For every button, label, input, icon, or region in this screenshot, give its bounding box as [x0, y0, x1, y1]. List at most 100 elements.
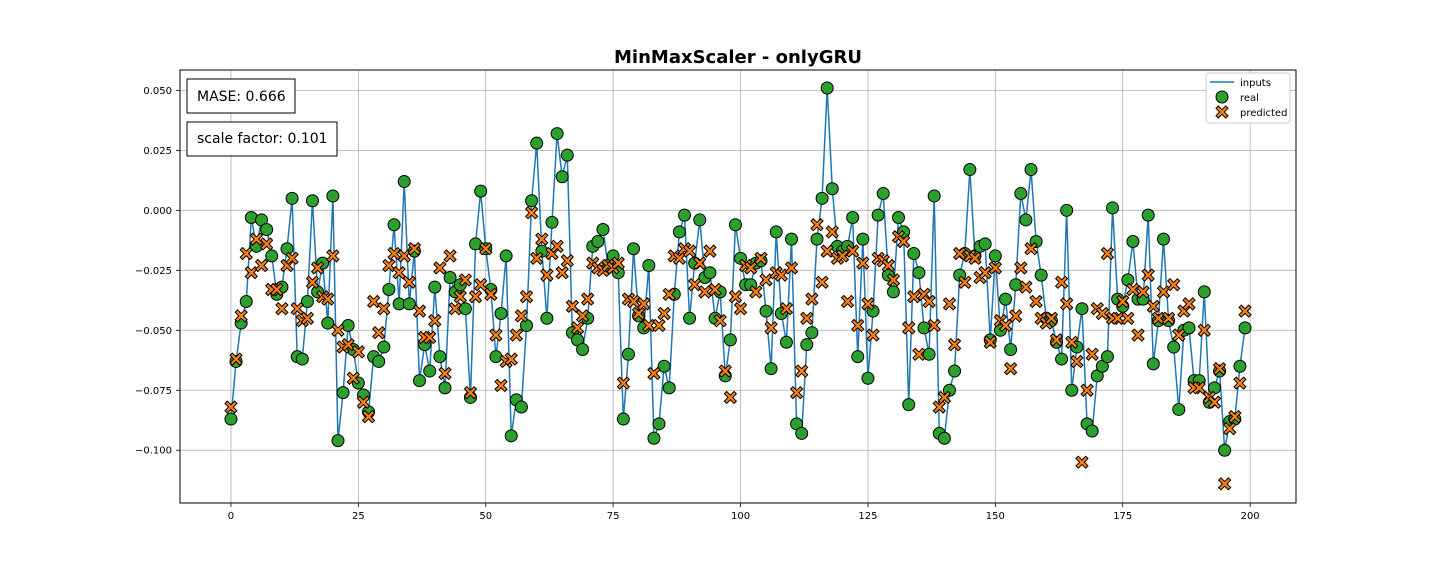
predicted-point — [504, 352, 518, 366]
predicted-point — [387, 246, 401, 261]
predicted-point — [1049, 333, 1064, 347]
real-point — [280, 242, 294, 256]
real-point — [907, 247, 921, 261]
predicted-point — [789, 385, 804, 400]
predicted-point — [346, 371, 360, 385]
predicted-point — [244, 266, 259, 280]
predicted-point — [351, 345, 366, 359]
x-tick-label: 200 — [1241, 511, 1260, 522]
predicted-point — [259, 237, 274, 251]
predicted-point — [540, 268, 554, 282]
predicted-point — [983, 335, 997, 349]
predicted-point — [968, 251, 982, 266]
real-point — [560, 148, 574, 162]
predicted-point — [229, 352, 243, 366]
real-point — [382, 282, 396, 296]
real-point — [1034, 268, 1048, 282]
predicted-point — [1029, 294, 1043, 309]
predicted-point — [535, 232, 549, 246]
predicted-point — [861, 297, 875, 311]
real-point — [596, 223, 610, 237]
real-point — [1024, 163, 1038, 177]
predicted-point — [759, 273, 773, 287]
real-point — [520, 318, 534, 332]
predicted-point — [290, 301, 304, 316]
real-point — [540, 311, 554, 325]
predicted-point — [310, 261, 325, 275]
predicted-point — [392, 266, 406, 280]
predicted-point — [794, 364, 809, 378]
real-point — [851, 350, 865, 364]
predicted-point — [662, 287, 676, 302]
predicted-point — [698, 285, 712, 299]
real-point — [856, 232, 870, 246]
real-point — [545, 215, 559, 229]
predicted-point — [708, 282, 722, 297]
real-point — [550, 127, 564, 141]
predicted-point — [448, 301, 462, 316]
predicted-point — [473, 277, 488, 292]
predicted-point — [784, 261, 799, 275]
real-point — [683, 311, 697, 325]
predicted-point — [524, 206, 539, 220]
real-point — [876, 187, 890, 201]
predicted-point — [326, 249, 340, 263]
mase-box: MASE: 0.666 — [186, 78, 296, 114]
predicted-point — [1228, 409, 1242, 424]
real-point — [1060, 203, 1074, 217]
real-point — [627, 242, 641, 256]
real-point — [902, 398, 916, 412]
predicted-point — [1182, 297, 1196, 311]
predicted-point — [652, 318, 666, 333]
predicted-point — [443, 249, 457, 263]
predicted-point — [1054, 275, 1069, 290]
predicted-point — [749, 285, 763, 299]
y-tick-label: 0.025 — [143, 146, 172, 157]
predicted-point — [550, 239, 564, 254]
real-point — [402, 297, 416, 311]
predicted-point — [713, 313, 727, 328]
real-point — [657, 359, 671, 373]
predicted-point — [1044, 311, 1059, 325]
predicted-point — [1161, 311, 1176, 325]
predicted-point — [927, 318, 941, 333]
predicted-point — [1238, 304, 1252, 318]
predicted-point — [1131, 328, 1145, 342]
real-point — [260, 223, 274, 237]
predicted-point — [1136, 285, 1150, 299]
real-point — [224, 412, 238, 426]
real-point — [922, 347, 936, 361]
predicted-point — [402, 275, 417, 290]
predicted-point — [1166, 277, 1181, 292]
predicted-point — [453, 289, 467, 304]
real-point — [1014, 187, 1028, 201]
predicted-point — [800, 311, 814, 325]
predicted-markers — [224, 206, 1252, 491]
real-point — [999, 292, 1013, 306]
predicted-point — [1100, 246, 1115, 261]
predicted-point — [1059, 297, 1074, 311]
real-point — [514, 400, 528, 414]
predicted-point — [728, 289, 743, 304]
real-point — [428, 280, 442, 294]
real-point — [300, 294, 314, 308]
real-point — [530, 136, 544, 150]
x-tick-label: 175 — [1113, 511, 1132, 522]
predicted-point — [642, 318, 656, 333]
predicted-point — [845, 244, 860, 258]
real-point — [988, 249, 1002, 263]
predicted-point — [489, 328, 503, 342]
predicted-point — [835, 249, 850, 263]
predicted-point — [479, 242, 493, 256]
predicted-point — [1121, 311, 1135, 325]
predicted-point — [825, 225, 839, 239]
predicted-point — [764, 321, 778, 335]
real-point — [1218, 443, 1232, 457]
real-point — [621, 347, 635, 361]
real-point — [1172, 402, 1186, 416]
chart-title: MinMaxScaler - onlyGRU — [614, 47, 862, 68]
predicted-point — [902, 321, 916, 335]
predicted-point — [422, 330, 437, 345]
predicted-point — [866, 328, 880, 342]
real-point — [672, 225, 686, 239]
